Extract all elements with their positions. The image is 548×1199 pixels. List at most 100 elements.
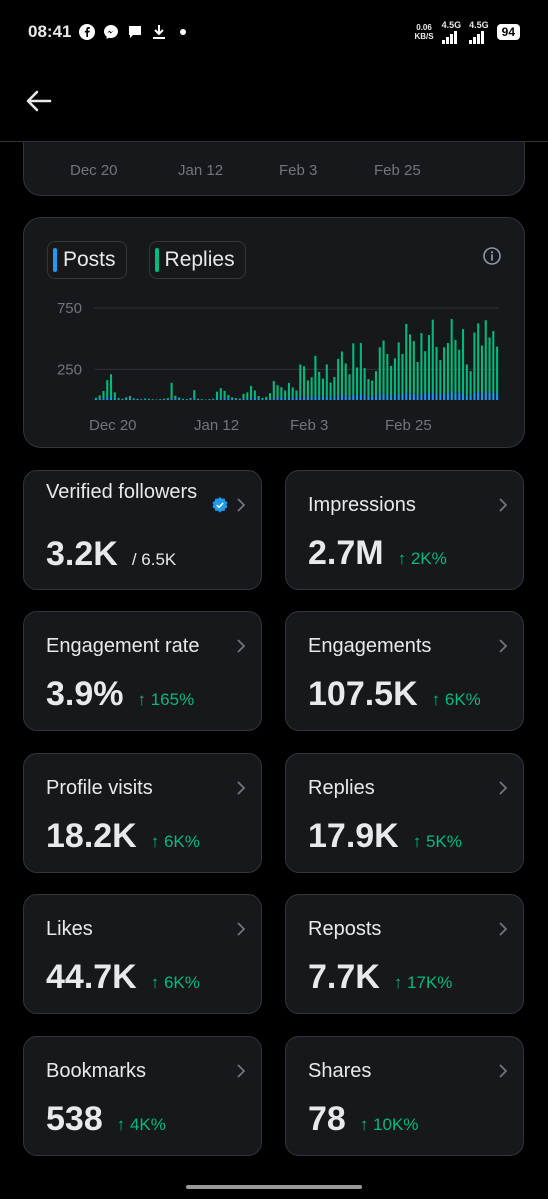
legend-replies[interactable]: Replies bbox=[148, 241, 246, 279]
bar-posts bbox=[409, 393, 412, 400]
legend-swatch-replies bbox=[154, 248, 159, 272]
bar-replies bbox=[200, 399, 203, 400]
bar-posts bbox=[420, 393, 423, 400]
bar-posts bbox=[102, 398, 105, 400]
bar-replies bbox=[253, 390, 256, 398]
bar-posts bbox=[189, 399, 192, 400]
bar-posts bbox=[257, 398, 260, 400]
back-button[interactable] bbox=[24, 86, 54, 116]
stat-card-likes[interactable]: Likes 44.7K ↑ 6K% bbox=[23, 894, 262, 1014]
bar-posts bbox=[227, 398, 230, 400]
chevron-right-icon bbox=[237, 922, 246, 936]
bar-posts bbox=[393, 395, 396, 400]
bar-replies bbox=[488, 337, 491, 393]
bar-posts bbox=[333, 396, 336, 400]
bar-replies bbox=[223, 390, 226, 399]
stat-label: Shares bbox=[308, 1060, 372, 1082]
stat-card-profile-visits[interactable]: Profile visits 18.2K ↑ 6K% bbox=[23, 753, 262, 873]
network-speed: 0.06 KB/S bbox=[414, 23, 434, 41]
stat-value-row: 78 ↑ 10K% bbox=[308, 1100, 418, 1138]
chat-icon bbox=[127, 24, 143, 40]
stat-card-engagement-rate[interactable]: Engagement rate 3.9% ↑ 165% bbox=[23, 611, 262, 731]
bar-replies bbox=[227, 395, 230, 399]
bar-replies bbox=[480, 345, 484, 394]
home-indicator[interactable] bbox=[186, 1185, 362, 1189]
bar-replies bbox=[393, 358, 396, 396]
bar-posts bbox=[98, 398, 101, 400]
signal-icon bbox=[441, 30, 457, 44]
bar-posts bbox=[477, 392, 480, 400]
bar-posts bbox=[318, 396, 321, 400]
x-tick-label: Feb 25 bbox=[385, 417, 432, 434]
stat-card-engagements[interactable]: Engagements 107.5K ↑ 6K% bbox=[285, 611, 524, 731]
stat-label: Likes bbox=[46, 918, 93, 940]
bar-posts bbox=[310, 395, 313, 400]
bar-posts bbox=[356, 395, 359, 400]
bar-posts bbox=[496, 393, 499, 400]
bar-replies bbox=[359, 342, 362, 395]
stat-card-reposts[interactable]: Reposts 7.7K ↑ 17K% bbox=[285, 894, 524, 1014]
bar-posts bbox=[303, 396, 306, 400]
stat-card-impressions[interactable]: Impressions 2.7M ↑ 2K% bbox=[285, 470, 524, 590]
bar-replies bbox=[117, 398, 120, 400]
bar-replies bbox=[234, 398, 237, 400]
bar-posts bbox=[325, 396, 328, 400]
bar-posts bbox=[484, 391, 487, 400]
bar-posts bbox=[321, 396, 325, 400]
bar-posts bbox=[431, 392, 434, 400]
bar-posts bbox=[337, 395, 340, 400]
info-icon[interactable] bbox=[482, 246, 502, 266]
bar-replies bbox=[193, 390, 196, 399]
bar-posts bbox=[412, 393, 415, 400]
x-tick-label: Dec 20 bbox=[89, 417, 137, 434]
bar-posts bbox=[424, 394, 427, 400]
stat-card-verified-followers[interactable]: Verified followers 3.2K / 6.5K bbox=[23, 470, 262, 590]
bar-posts bbox=[109, 396, 113, 400]
legend-swatch-posts bbox=[53, 248, 57, 272]
stat-change: ↑ 6K% bbox=[150, 973, 200, 992]
bar-replies bbox=[348, 374, 351, 397]
bar-replies bbox=[208, 399, 211, 400]
stat-change: ↑ 17K% bbox=[393, 973, 453, 992]
y-tick-label: 250 bbox=[57, 361, 82, 378]
stat-card-replies[interactable]: Replies 17.9K ↑ 5K% bbox=[285, 753, 524, 873]
bar-replies bbox=[454, 339, 457, 393]
bar-replies bbox=[106, 380, 109, 398]
bar-replies bbox=[344, 363, 347, 396]
bar-replies bbox=[462, 329, 465, 393]
bar-replies bbox=[303, 366, 306, 397]
stat-label: Verified followers bbox=[46, 481, 198, 503]
legend-posts[interactable]: Posts bbox=[47, 241, 127, 279]
stat-change: ↑ 6K% bbox=[150, 832, 200, 851]
bar-replies bbox=[390, 365, 393, 396]
bar-posts bbox=[344, 395, 347, 400]
bar-posts bbox=[352, 394, 355, 400]
bar-posts bbox=[106, 397, 109, 400]
bar-posts bbox=[374, 395, 378, 400]
bar-replies bbox=[166, 398, 169, 400]
bar-replies bbox=[265, 396, 268, 400]
bar-posts bbox=[272, 398, 275, 400]
bar-posts bbox=[462, 392, 465, 400]
bar-replies bbox=[121, 398, 124, 400]
bar-posts bbox=[439, 394, 442, 400]
bar-posts bbox=[265, 399, 268, 400]
stat-card-bookmarks[interactable]: Bookmarks 538 ↑ 4K% bbox=[23, 1036, 262, 1156]
bar-posts bbox=[253, 397, 256, 400]
bar-posts bbox=[306, 397, 309, 400]
bar-replies bbox=[363, 368, 366, 396]
bar-posts bbox=[382, 393, 385, 400]
bar-replies bbox=[215, 391, 219, 400]
bar-replies bbox=[174, 395, 177, 399]
bar-replies bbox=[446, 342, 449, 394]
stat-label: Engagements bbox=[308, 635, 432, 657]
bar-replies bbox=[371, 380, 374, 397]
bar-replies bbox=[431, 319, 434, 393]
bar-replies bbox=[477, 323, 480, 393]
bar-replies bbox=[435, 347, 438, 394]
arrow-left-icon bbox=[26, 90, 52, 112]
stat-card-shares[interactable]: Shares 78 ↑ 10K% bbox=[285, 1036, 524, 1156]
bar-replies bbox=[492, 331, 495, 393]
x-tick-label: Feb 25 bbox=[374, 162, 421, 179]
stat-value-row: 44.7K ↑ 6K% bbox=[46, 958, 200, 996]
